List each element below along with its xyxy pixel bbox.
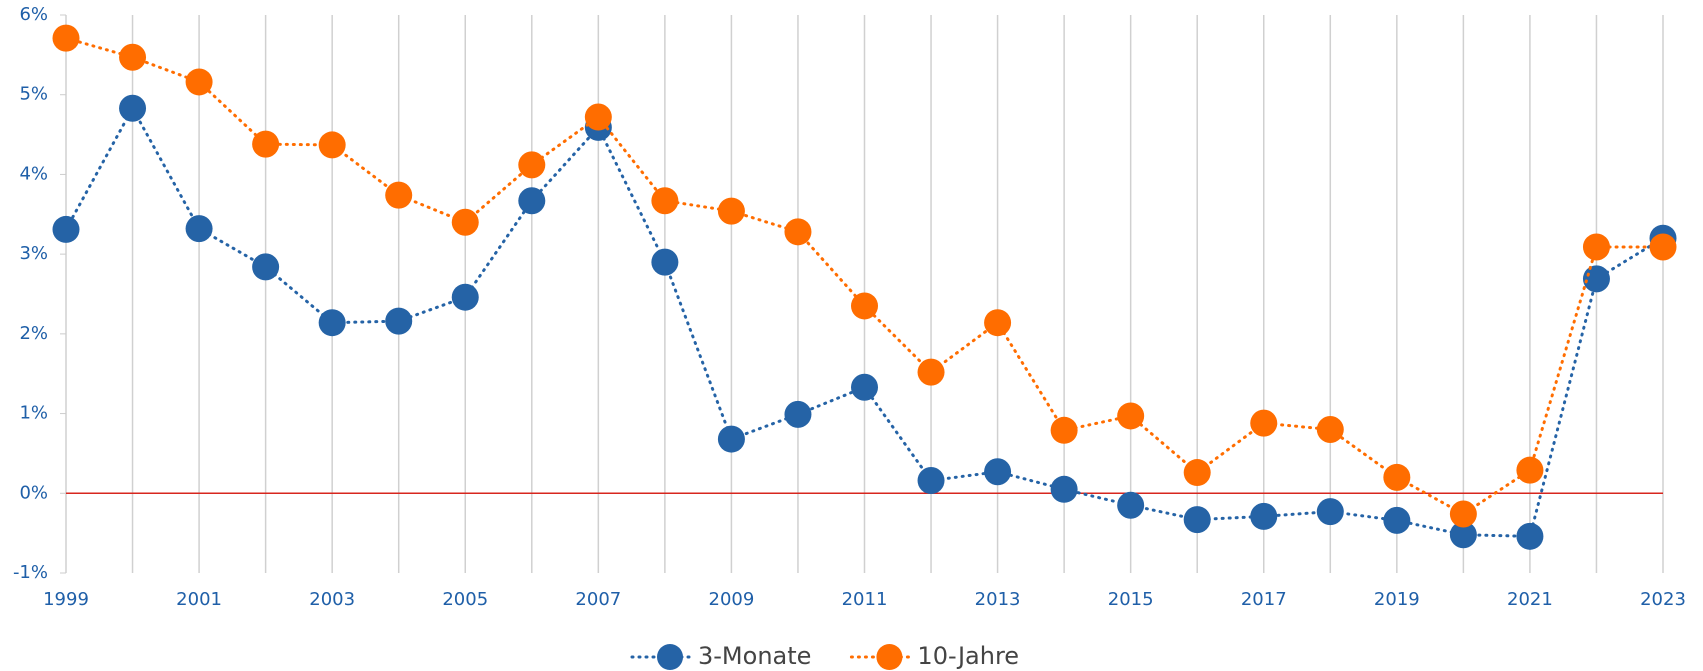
x-tick-label: 2011 (842, 589, 888, 610)
point (1117, 402, 1145, 430)
point (52, 215, 80, 243)
point (385, 307, 413, 335)
point (252, 253, 280, 281)
y-tick-label: 6% (19, 4, 48, 25)
point (1649, 233, 1677, 261)
y-tick-label: 1% (19, 403, 48, 424)
point (651, 187, 679, 215)
y-tick-label: -1% (13, 562, 48, 583)
x-tick-label: 2019 (1374, 589, 1420, 610)
point (651, 248, 679, 276)
point (1449, 521, 1477, 549)
point (1516, 456, 1544, 484)
y-tick-label: 4% (19, 163, 48, 184)
point (318, 309, 346, 337)
point (1383, 506, 1411, 534)
point (1316, 498, 1344, 526)
point (52, 24, 80, 52)
point (1449, 500, 1477, 528)
y-tick-label: 5% (19, 84, 48, 105)
point (119, 94, 147, 122)
point (1050, 416, 1078, 444)
point (1050, 475, 1078, 503)
x-tick-label: 2001 (176, 589, 222, 610)
legend-label: 3-Monate (698, 642, 811, 670)
point (1316, 416, 1344, 444)
x-tick-label: 2009 (709, 589, 755, 610)
point (1582, 233, 1610, 261)
point (784, 218, 812, 246)
point (185, 68, 213, 96)
x-tick-label: 2007 (575, 589, 621, 610)
point (1582, 265, 1610, 293)
legend-marker (876, 644, 903, 670)
point (119, 43, 147, 71)
y-tick-label: 3% (19, 243, 48, 264)
point (1383, 463, 1411, 491)
y-tick-label: 0% (19, 482, 48, 503)
point (1183, 506, 1211, 534)
point (1250, 409, 1278, 437)
x-tick-label: 2017 (1241, 589, 1287, 610)
point (518, 151, 546, 179)
point (584, 103, 612, 131)
x-tick-label: 2023 (1640, 589, 1686, 610)
point (451, 283, 479, 311)
y-tick-label: 2% (19, 323, 48, 344)
point (784, 400, 812, 428)
legend-label: 10-Jahre (917, 642, 1019, 670)
point (318, 131, 346, 159)
x-tick-label: 1999 (43, 589, 89, 610)
point (1250, 502, 1278, 530)
point (451, 208, 479, 236)
point (385, 181, 413, 209)
legend-marker (657, 644, 683, 670)
point (1183, 459, 1211, 487)
point (252, 130, 280, 158)
point (717, 425, 745, 453)
point (984, 309, 1012, 337)
x-tick-label: 2005 (442, 589, 488, 610)
point (518, 187, 546, 215)
point (185, 215, 213, 243)
x-tick-label: 2021 (1507, 589, 1553, 610)
point (917, 358, 945, 386)
x-tick-label: 2015 (1108, 589, 1154, 610)
x-tick-label: 2013 (975, 589, 1021, 610)
x-tick-label: 2003 (309, 589, 355, 610)
point (1117, 491, 1145, 519)
point (984, 458, 1012, 486)
point (1516, 522, 1544, 550)
point (851, 292, 878, 320)
point (851, 373, 878, 401)
point (917, 467, 945, 495)
point (717, 197, 745, 225)
